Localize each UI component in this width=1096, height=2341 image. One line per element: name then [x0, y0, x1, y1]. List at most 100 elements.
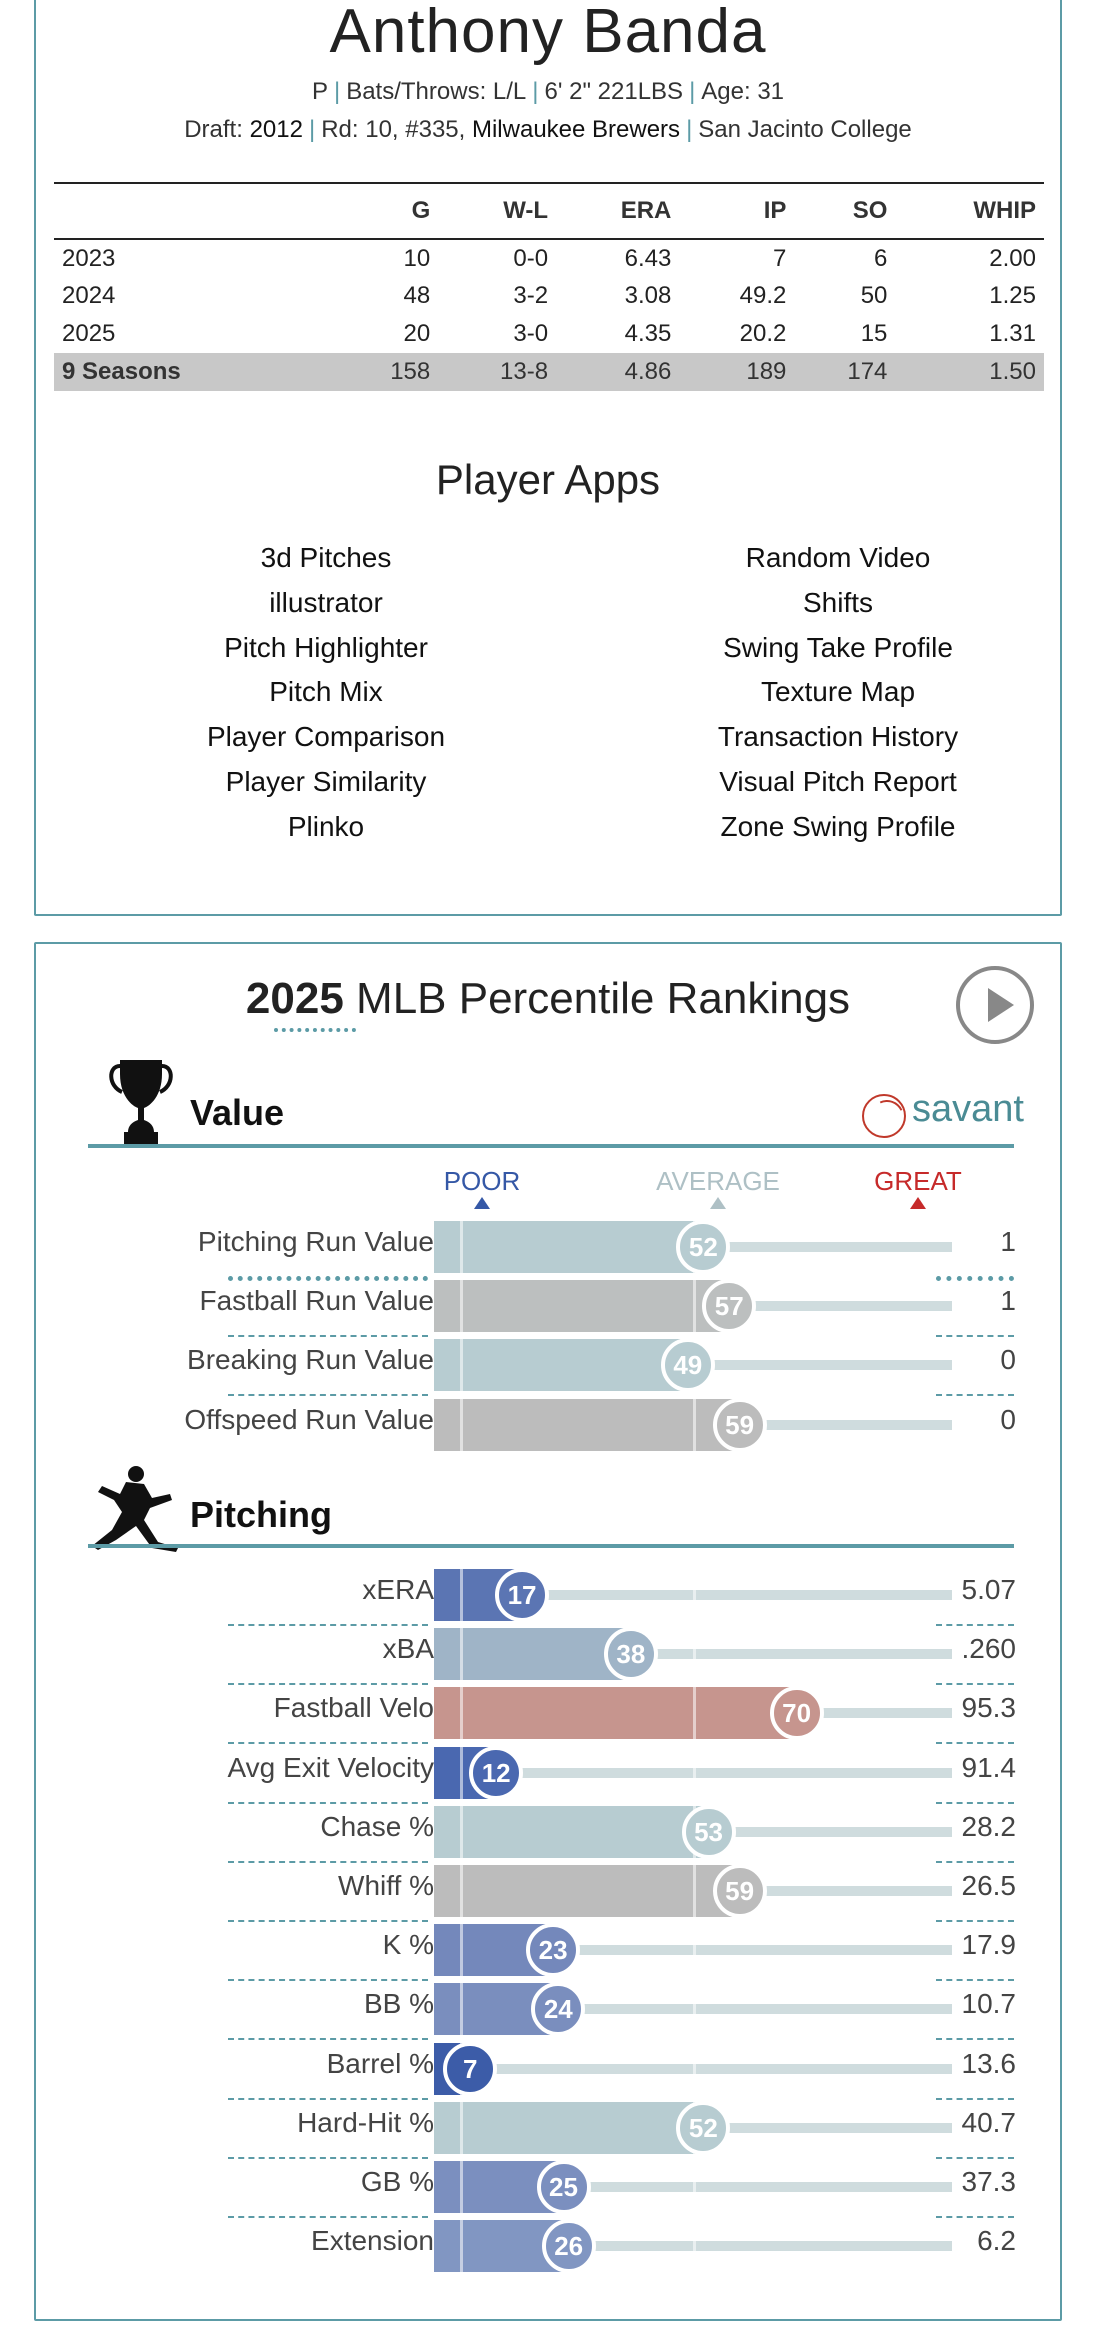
metric-value: 6.2	[977, 2225, 1016, 2257]
percentile-bar-fill	[434, 1398, 740, 1451]
scale-tick	[693, 1687, 696, 1740]
scale-tick	[459, 1280, 463, 1333]
percentile-bubble: 49	[660, 1338, 715, 1393]
stats-column-header[interactable]: WHIP	[895, 182, 1044, 240]
metric-value: 10.7	[961, 1988, 1017, 2020]
percentile-row[interactable]: K % 23 17.9	[36, 1923, 1064, 1982]
percentile-bar-fill	[434, 1280, 730, 1333]
player-app-link[interactable]: Pitch Mix	[269, 676, 383, 708]
scale-tick	[693, 1983, 696, 2036]
percentile-year[interactable]: 2025	[245, 974, 344, 1023]
stats-cell: 2023	[62, 244, 116, 272]
player-app-link[interactable]: Shifts	[802, 586, 874, 618]
percentile-bar-fill	[434, 1221, 704, 1273]
stats-column-header[interactable]	[54, 182, 338, 240]
player-app-link[interactable]: Player Similarity	[225, 765, 427, 797]
player-app-link[interactable]: Player Comparison	[206, 721, 446, 753]
row-divider	[936, 1624, 1014, 1626]
stats-column-header[interactable]: SO	[794, 182, 896, 240]
metric-label: Whiff %	[338, 1870, 434, 1901]
metric-label: BB %	[363, 1988, 434, 2020]
metric-label: GB %	[360, 2166, 434, 2197]
metric-label: xBA	[382, 1633, 434, 1665]
section-title-value: Value	[190, 1092, 285, 1133]
stats-column-header[interactable]: ERA	[556, 182, 680, 240]
stats-cell: 20	[403, 320, 431, 347]
savant-brand: savant	[912, 1088, 1024, 1130]
player-age: Age: 31	[701, 78, 785, 105]
draft-year-link[interactable]: 2012	[249, 116, 303, 143]
bio-line-2: Draft: 2012 | Rd: 10, #335, Milwaukee Brew…	[36, 116, 1060, 144]
play-icon[interactable]	[956, 966, 1034, 1044]
percentile-row[interactable]: Offspeed Run Value 59 0	[36, 1397, 1064, 1454]
metric-label: Chase %	[320, 1810, 434, 1842]
percentile-row[interactable]: BB % 24 10.7	[36, 1982, 1064, 2041]
percentile-row[interactable]: GB % 25 37.3	[36, 2160, 1064, 2218]
percentile-bar-fill	[434, 1687, 797, 1740]
stats-cell: 3-2	[513, 282, 549, 309]
scale-tick	[693, 1924, 696, 1977]
percentile-row[interactable]: Pitching Run Value 52 1	[36, 1220, 1064, 1281]
percentile-title: 2025 MLB Percentile Rankings	[36, 974, 1060, 1024]
scale-tick	[693, 1865, 696, 1917]
draft-team-link[interactable]: Milwaukee Brewers	[471, 116, 681, 143]
percentile-row[interactable]: Avg Exit Velocity 12 91.4	[36, 1745, 1064, 1804]
stats-header-row: G W-L ERA IP SO WHIP	[54, 182, 1044, 240]
row-divider	[936, 2038, 1014, 2041]
percentile-bar-fill	[434, 1339, 688, 1392]
percentile-row[interactable]: Fastball Run Value 57 1	[36, 1279, 1064, 1338]
scale-tick	[459, 1805, 463, 1858]
row-divider	[936, 1920, 1014, 1922]
stats-total-cell: 189	[679, 353, 795, 391]
player-app-link[interactable]: Visual Pitch Report	[719, 765, 957, 797]
height-weight: 6' 2" 221LBS	[544, 78, 684, 105]
percentile-row[interactable]: xERA 17 5.07	[36, 1568, 1064, 1626]
player-app-link[interactable]: Swing Take Profile	[723, 631, 953, 663]
player-app-link[interactable]: Transaction History	[717, 721, 959, 753]
stats-column-header[interactable]: IP	[679, 182, 795, 240]
percentile-row[interactable]: Chase % 53 28.2	[36, 1804, 1064, 1863]
player-app-link[interactable]: Zone Swing Profile	[720, 810, 956, 842]
player-app-link[interactable]: Pitch Highlighter	[224, 631, 428, 663]
scale-tick	[459, 1339, 463, 1392]
scale-tick	[693, 1628, 696, 1681]
percentile-row[interactable]: Fastball Velo 70 95.3	[36, 1686, 1064, 1745]
percentile-bubble: 57	[702, 1279, 757, 1334]
player-app-link[interactable]: Random Video	[745, 542, 931, 573]
player-app-link[interactable]: illustrator	[269, 586, 383, 618]
metric-value: 1	[1000, 1285, 1016, 1317]
player-app-link[interactable]: Texture Map	[760, 676, 916, 708]
stats-column-header[interactable]: G	[337, 182, 439, 240]
scale-tick	[459, 2161, 463, 2213]
player-apps-right-column: Random Video Shifts Swing Take Profile Text…	[638, 536, 1038, 850]
metric-label: K %	[382, 1929, 434, 1961]
row-divider	[936, 1860, 1014, 1863]
metric-label: Hard-Hit %	[297, 2106, 434, 2138]
savant-logo[interactable]: savant	[850, 1086, 1024, 1146]
stats-column-header[interactable]: W-L	[438, 182, 557, 240]
percentile-row[interactable]: xBA 38 .260	[36, 1627, 1064, 1686]
scale-tick	[693, 2220, 696, 2273]
percentile-bubble: 24	[531, 1982, 586, 2037]
metric-value: 17.9	[961, 1929, 1017, 1961]
player-app-link[interactable]: Plinko	[287, 810, 365, 842]
trophy-icon	[109, 1060, 173, 1148]
metric-label: Pitching Run Value	[197, 1226, 434, 1257]
row-divider	[936, 1979, 1014, 1982]
college: San Jacinto College	[698, 116, 912, 143]
metric-value: 0	[1000, 1344, 1016, 1376]
percentile-row[interactable]: Whiff % 59 26.5	[36, 1864, 1064, 1922]
scale-tick	[459, 1628, 463, 1681]
scale-tick	[459, 1983, 463, 2036]
baseball-icon	[862, 1094, 906, 1138]
percentile-row[interactable]: Barrel % 7 13.6	[36, 2041, 1064, 2100]
player-app-link[interactable]: 3d Pitches	[260, 542, 392, 573]
player-name: Anthony Banda	[329, 0, 767, 66]
player-position: P	[311, 78, 328, 105]
scale-average: AVERAGE	[648, 1166, 788, 1209]
percentile-row[interactable]: Extension 26 6.2	[36, 2219, 1064, 2275]
percentile-row[interactable]: Breaking Run Value 49 0	[36, 1338, 1064, 1397]
percentile-row[interactable]: Hard-Hit % 52 40.7	[36, 2100, 1064, 2159]
row-divider	[936, 1742, 1014, 1745]
stats-cell: 6	[874, 244, 888, 272]
